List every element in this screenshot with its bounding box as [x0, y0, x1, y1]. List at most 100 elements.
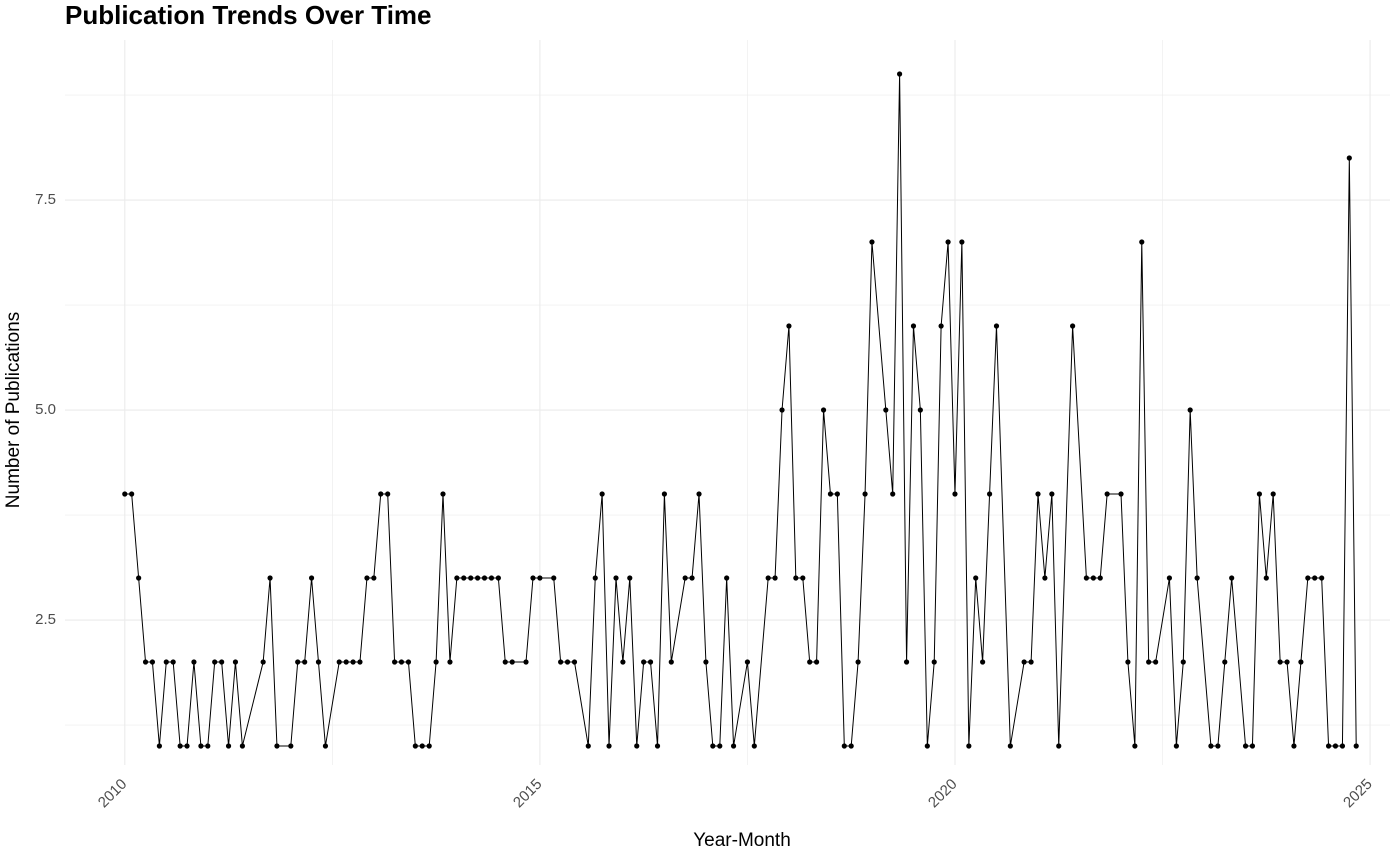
- data-point: [634, 743, 640, 749]
- data-point: [1166, 575, 1173, 581]
- data-point: [274, 743, 280, 749]
- data-point: [468, 575, 474, 581]
- data-point: [807, 659, 813, 665]
- data-point: [966, 743, 972, 749]
- data-point: [848, 743, 854, 749]
- data-point: [308, 575, 315, 581]
- data-point: [703, 659, 709, 665]
- data-point: [481, 575, 488, 581]
- data-point: [198, 743, 204, 749]
- data-point: [855, 659, 861, 665]
- data-point: [1298, 659, 1304, 665]
- data-point: [1277, 659, 1283, 665]
- data-point: [495, 575, 501, 581]
- data-point: [267, 575, 273, 581]
- data-point: [488, 575, 495, 581]
- data-point: [288, 743, 294, 749]
- data-point: [398, 659, 405, 665]
- data-point: [661, 491, 668, 497]
- data-point: [682, 575, 688, 581]
- data-point: [869, 239, 875, 245]
- data-point: [232, 659, 239, 665]
- data-point: [897, 71, 903, 77]
- data-point: [730, 743, 737, 749]
- data-point: [980, 659, 986, 665]
- data-point: [1346, 155, 1352, 161]
- data-point: [350, 659, 356, 665]
- data-point: [890, 491, 896, 497]
- data-point: [558, 659, 564, 665]
- data-point: [212, 659, 218, 665]
- data-point: [509, 659, 515, 665]
- data-point: [205, 743, 211, 749]
- data-point: [1284, 659, 1290, 665]
- data-point: [1270, 491, 1276, 497]
- data-point: [1291, 743, 1297, 749]
- grid: [65, 40, 1390, 765]
- data-point: [156, 743, 162, 749]
- data-point: [696, 491, 702, 497]
- data-point: [744, 659, 751, 665]
- data-point: [724, 575, 730, 581]
- data-point: [1173, 743, 1179, 749]
- data-point: [191, 659, 197, 665]
- data-point: [322, 743, 329, 749]
- data-point: [993, 323, 1000, 329]
- data-point: [433, 659, 439, 665]
- data-point: [1325, 743, 1332, 749]
- data-point: [1007, 743, 1013, 749]
- data-point: [1070, 323, 1076, 329]
- data-point: [1332, 743, 1339, 749]
- data-point: [620, 659, 626, 665]
- data-line: [124, 74, 1357, 747]
- y-tick-label: 2.5: [35, 611, 56, 628]
- data-point: [813, 659, 820, 665]
- data-point: [163, 659, 169, 665]
- data-point: [883, 407, 889, 413]
- data-point: [1118, 491, 1124, 497]
- data-point: [571, 659, 578, 665]
- data-point: [1312, 575, 1318, 581]
- data-point: [717, 743, 723, 749]
- data-point: [1187, 407, 1193, 413]
- data-point: [654, 743, 661, 749]
- data-point: [1132, 743, 1138, 749]
- data-point: [800, 575, 806, 581]
- data-point: [122, 491, 128, 497]
- x-tick-label: 2020: [925, 776, 961, 812]
- data-point: [136, 575, 142, 581]
- data-point: [1242, 743, 1249, 749]
- data-point: [1028, 659, 1034, 665]
- data-point: [419, 743, 425, 749]
- data-point: [225, 743, 232, 749]
- data-point: [440, 491, 446, 497]
- data-point: [1125, 659, 1131, 665]
- data-point: [903, 659, 910, 665]
- data-point: [917, 407, 923, 413]
- data-point: [1256, 491, 1263, 497]
- data-point: [1249, 743, 1256, 749]
- data-point: [1222, 659, 1228, 665]
- data-point: [260, 659, 266, 665]
- data-point: [689, 575, 695, 581]
- data-point: [910, 323, 917, 329]
- data-point: [564, 659, 571, 665]
- data-point: [1090, 575, 1096, 581]
- data-point: [931, 659, 937, 665]
- data-point: [454, 575, 460, 581]
- data-point: [364, 575, 370, 581]
- data-point: [1263, 575, 1269, 581]
- data-point: [1229, 575, 1235, 581]
- data-point: [1049, 491, 1055, 497]
- data-point: [1146, 659, 1152, 665]
- data-point: [1104, 491, 1110, 497]
- data-point: [461, 575, 467, 581]
- data-point: [142, 659, 149, 665]
- data-point: [412, 743, 418, 749]
- data-point: [1139, 239, 1145, 245]
- data-point: [177, 743, 183, 749]
- data-point: [530, 575, 536, 581]
- data-point: [952, 491, 958, 497]
- data-point: [336, 659, 342, 665]
